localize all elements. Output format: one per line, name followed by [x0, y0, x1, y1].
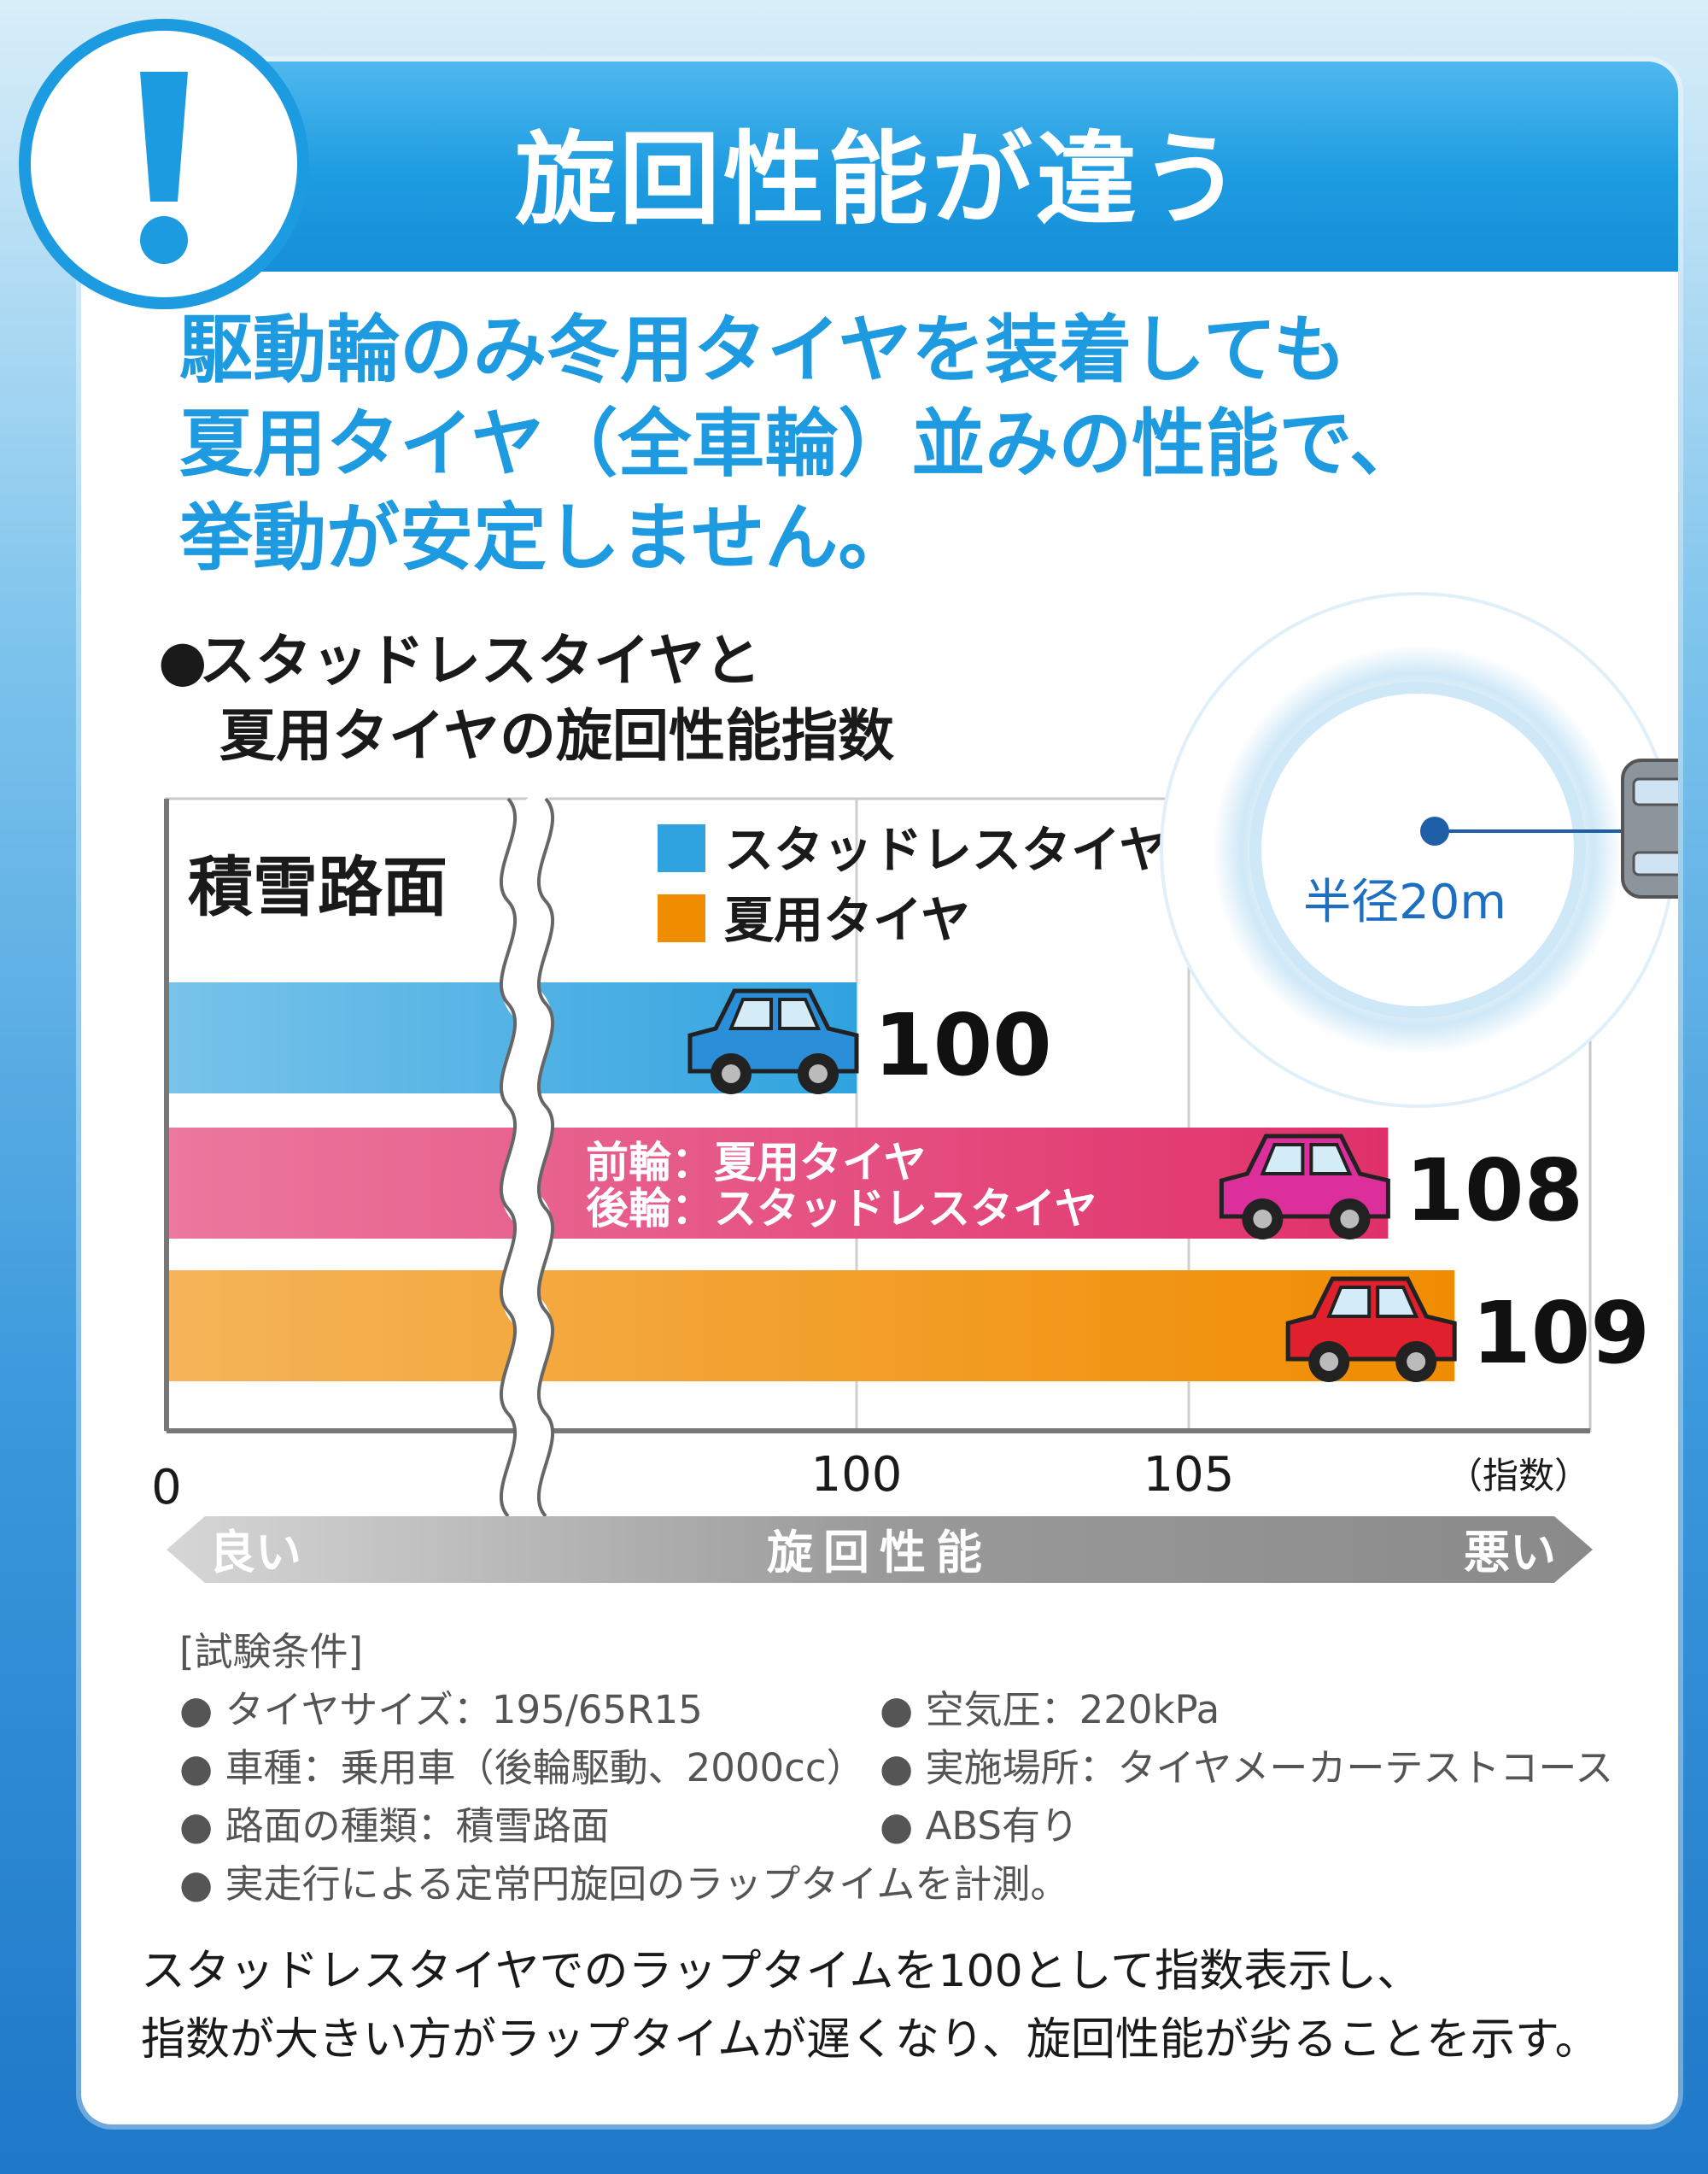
explanation-note: スタッドレスタイヤでのラップタイムを100として指数表示し、 指数が大きい方がラ… — [141, 1937, 1600, 2074]
car-icon — [1219, 1134, 1390, 1239]
direction-arrow — [167, 1516, 1593, 1583]
axis-break — [500, 786, 553, 1529]
bar — [169, 1270, 1455, 1381]
radius-label: 半径20m — [1303, 875, 1506, 930]
car-icon — [687, 988, 859, 1094]
legend-swatch — [658, 824, 705, 872]
car-icon — [1285, 1276, 1457, 1382]
panel-label: 積雪路面 — [188, 849, 447, 925]
bar-value-label: 109 — [1471, 1283, 1650, 1383]
bar-value-label: 100 — [874, 995, 1052, 1095]
axis-break-edge — [536, 797, 555, 1518]
page-title: 旋回性能が違う — [514, 120, 1244, 238]
axis-break-edge — [499, 797, 518, 1518]
bullet-icon: ● — [158, 628, 208, 694]
x-tick-label: 100 — [811, 1447, 903, 1503]
bar-value-label: 108 — [1405, 1140, 1583, 1240]
test-conditions-heading: [試験条件] — [179, 1629, 364, 1674]
x-unit-label: （指数） — [1447, 1455, 1590, 1497]
legend-swatch — [658, 894, 705, 942]
chart-heading-line-2: 夏用タイヤの旋回性能指数 — [219, 703, 895, 769]
header-banner: 旋回性能が違う — [81, 62, 1678, 272]
turning-circle-illustration: 半径20m — [1157, 589, 1708, 1110]
arrow-right-label: 悪い — [1464, 1526, 1556, 1579]
condition-item: ● 実走行による定常円旋回のラップタイムを計測。 — [179, 1861, 1069, 1907]
lead-line-2: 夏用タイヤ（全車輪）並みの性能で、 — [179, 401, 1423, 487]
arrow-center-label: 旋回性能 — [767, 1526, 992, 1579]
arrow-left-label: 良い — [209, 1526, 301, 1579]
note-line-1: スタッドレスタイヤでのラップタイムを100として指数表示し、 — [141, 1946, 1422, 1997]
condition-item: ● 車種：乗用車（後輪駆動、2000cc） — [179, 1745, 865, 1790]
note-line-2: 指数が大きい方がラップタイムが遅くなり、旋回性能が劣ることを示す。 — [141, 2014, 1600, 2066]
condition-item: ● ABS有り — [880, 1803, 1079, 1849]
bar — [169, 1128, 1389, 1239]
x-tick-label: 0 — [151, 1460, 182, 1515]
condition-item: ● 空気圧：220kPa — [880, 1687, 1220, 1732]
bar-inner-label: 前輪：夏用タイヤ — [586, 1138, 927, 1187]
lead-line-3: 挙動が安定しません。 — [179, 495, 912, 581]
x-tick-label: 105 — [1144, 1447, 1235, 1503]
bar-inner-label: 後輪：スタッドレスタイヤ — [586, 1184, 1097, 1233]
condition-item: ● 路面の種類：積雪路面 — [179, 1803, 610, 1849]
chart-heading: ●スタッドレスタイヤと 夏用タイヤの旋回性能指数 — [158, 624, 894, 774]
condition-item: ● タイヤサイズ：195/65R15 — [179, 1687, 703, 1732]
condition-item: ● 実施場所：タイヤメーカーテストコース — [880, 1745, 1614, 1790]
gray-car-icon — [1621, 759, 1708, 899]
legend-label: 夏用タイヤ — [724, 891, 970, 949]
test-conditions: [試験条件] ● タイヤサイズ：195/65R15 ● 空気圧：220kPa ●… — [179, 1623, 1682, 1913]
legend-label: スタッドレスタイヤ — [724, 821, 1168, 879]
lead-text: 駆動輪のみ冬用タイヤを装着しても 夏用タイヤ（全車輪）並みの性能で、 挙動が安定… — [179, 303, 1648, 585]
chart-heading-line-1: スタッドレスタイヤと — [199, 628, 762, 694]
lead-line-1: 駆動輪のみ冬用タイヤを装着しても — [179, 308, 1347, 393]
